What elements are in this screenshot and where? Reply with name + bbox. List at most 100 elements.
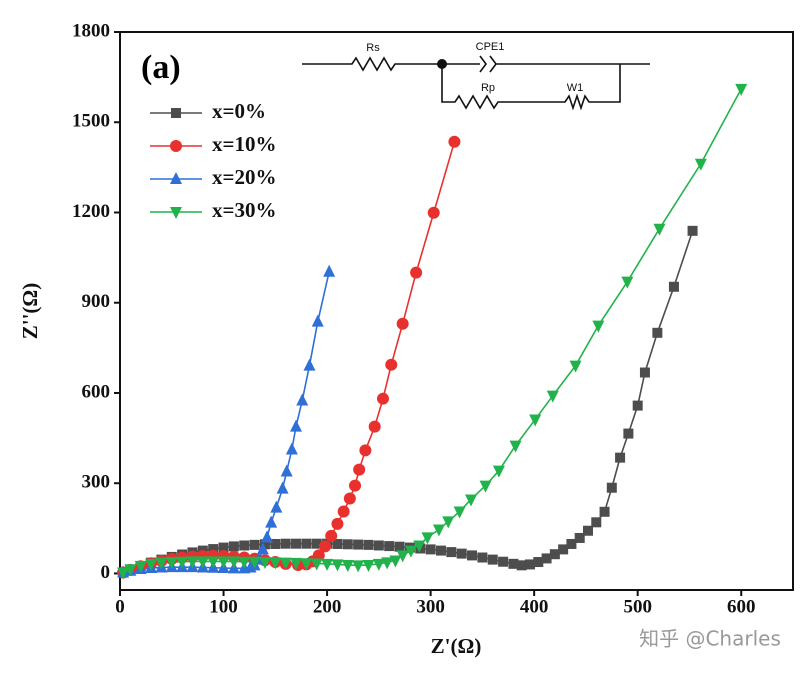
data-point [668, 281, 679, 292]
data-point [207, 556, 220, 569]
series-line [122, 230, 694, 574]
data-point [615, 452, 626, 463]
data-point [290, 557, 303, 570]
data-point [446, 547, 457, 558]
data-point [529, 414, 542, 427]
y-tick-label: 900 [82, 291, 111, 312]
data-point [249, 539, 260, 550]
y-tick-label: 300 [82, 472, 111, 493]
circuit-label: Rp [481, 82, 495, 94]
data-point [592, 320, 605, 333]
x-tick-label: 500 [623, 596, 652, 617]
data-point [384, 541, 395, 552]
data-point [155, 557, 168, 570]
data-point [381, 557, 394, 570]
data-point [196, 556, 209, 569]
data-point [376, 392, 389, 405]
data-point [134, 560, 147, 573]
data-point [341, 560, 354, 573]
data-point [541, 553, 552, 564]
data-point [694, 158, 707, 171]
data-point [582, 525, 593, 536]
data-point [477, 552, 488, 563]
y-tick-label: 1200 [72, 201, 110, 222]
data-point [373, 540, 384, 551]
data-point [296, 393, 309, 406]
data-point [621, 276, 634, 289]
data-point [623, 428, 634, 439]
data-point [290, 419, 303, 432]
data-point [368, 420, 381, 433]
data-point [349, 479, 362, 492]
data-point [421, 532, 434, 545]
series-line [122, 88, 742, 574]
data-point [124, 564, 137, 577]
data-point [238, 556, 251, 569]
watermark: 知乎 @Charles [639, 627, 781, 651]
data-point [343, 492, 356, 505]
data-point [319, 540, 332, 553]
data-point [265, 515, 278, 528]
x-tick-label: 100 [209, 596, 238, 617]
data-point [479, 480, 492, 493]
data-point [464, 494, 477, 507]
data-point [574, 532, 585, 543]
data-point [217, 556, 230, 569]
data-point [332, 538, 343, 549]
data-point [569, 360, 582, 373]
data-point [413, 540, 426, 553]
data-point [280, 464, 293, 477]
legend-marker [170, 140, 182, 152]
data-point [396, 317, 409, 330]
circuit-label: Rs [366, 42, 380, 54]
data-point [310, 558, 323, 571]
y-tick-label: 600 [82, 381, 111, 402]
data-point [558, 544, 569, 555]
data-point [410, 266, 423, 279]
data-point [606, 482, 617, 493]
data-point [321, 558, 334, 571]
data-point [331, 517, 344, 530]
data-point [352, 560, 365, 573]
data-point [279, 557, 292, 570]
data-point [270, 538, 281, 549]
data-point [652, 327, 663, 338]
x-axis-title: Z'(Ω) [431, 634, 482, 658]
data-point [337, 505, 350, 518]
data-point [498, 556, 509, 567]
data-point [228, 541, 239, 552]
legend-marker [170, 207, 182, 219]
data-point [227, 556, 240, 569]
data-point [165, 557, 178, 570]
data-point [300, 558, 313, 571]
x-tick-label: 200 [313, 596, 342, 617]
data-point [291, 538, 302, 549]
data-point [533, 557, 544, 568]
y-tick-label: 1500 [72, 111, 110, 132]
data-point [312, 549, 325, 562]
data-point [639, 367, 650, 378]
data-point [442, 516, 455, 529]
data-point [186, 556, 199, 569]
data-point [467, 550, 478, 561]
data-point [372, 558, 385, 571]
legend-marker [171, 108, 181, 118]
data-point [239, 540, 250, 551]
x-tick-label: 300 [416, 596, 445, 617]
data-point [546, 390, 559, 403]
data-point [342, 539, 353, 550]
data-point [632, 400, 643, 411]
data-point [456, 548, 467, 559]
y-axis-title: Z''(Ω) [18, 283, 42, 339]
data-point [508, 558, 519, 569]
data-point [385, 358, 398, 371]
data-point [359, 444, 372, 457]
data-point [394, 541, 405, 552]
legend-label: x=10% [212, 132, 276, 156]
data-point [509, 440, 522, 453]
data-point [218, 542, 229, 553]
data-point [117, 567, 130, 580]
data-point [549, 549, 560, 560]
data-point [256, 542, 269, 555]
